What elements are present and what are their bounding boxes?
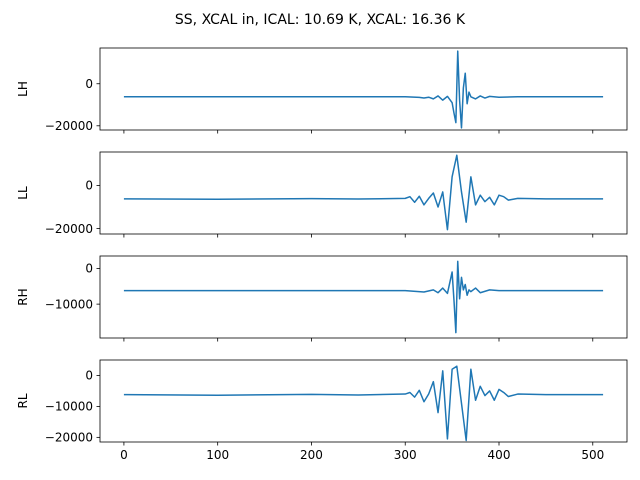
x-tick-label: 200 xyxy=(300,448,323,462)
y-tick-label-rh: 0 xyxy=(85,262,93,276)
figure-title: SS, XCAL in, ICAL: 10.69 K, XCAL: 16.36 … xyxy=(175,12,466,28)
x-tick-label: 300 xyxy=(394,448,417,462)
series-line-lh xyxy=(123,50,604,129)
y-tick-label-rl: 0 xyxy=(85,369,93,383)
x-tick-label: 500 xyxy=(581,448,604,462)
y-tick-label-rh: −10000 xyxy=(45,297,93,311)
x-tick-label: 0 xyxy=(120,448,128,462)
series-line-rl xyxy=(123,365,604,442)
series-line-ll xyxy=(123,154,604,231)
x-tick-label: 400 xyxy=(488,448,511,462)
subplot-ll: 0 −20000 LL xyxy=(16,151,628,238)
y-tick-label-rl: −10000 xyxy=(45,400,93,414)
y-axis-label-ll: LL xyxy=(16,186,30,200)
series-line-rh xyxy=(123,260,604,334)
y-tick-label-lh: −20000 xyxy=(45,119,93,133)
axes-frame-rh xyxy=(99,255,628,339)
y-tick-label-lh: 0 xyxy=(85,77,93,91)
y-axis-label-rl: RL xyxy=(16,393,30,408)
y-tick-label-ll: 0 xyxy=(85,179,93,193)
y-tick-label-rl: −20000 xyxy=(45,431,93,445)
subplot-stack: 0 −20000 LH 0 −20000 LL 0 −10000 RH 0 −10000 −20000… xyxy=(16,47,628,462)
x-tick-label: 100 xyxy=(206,448,229,462)
y-tick-label-ll: −20000 xyxy=(45,222,93,236)
subplot-rh: 0 −10000 RH xyxy=(16,255,628,342)
y-axis-label-lh: LH xyxy=(16,81,30,97)
axes-frame-lh xyxy=(99,47,628,131)
axes-frame-rl xyxy=(99,359,628,443)
axes-frame-ll xyxy=(99,151,628,235)
y-axis-label-rh: RH xyxy=(16,288,30,305)
subplot-rl: 0 −10000 −20000 RL 0 100 200 300 400 500 xyxy=(16,359,628,462)
subplot-lh: 0 −20000 LH xyxy=(16,47,628,134)
